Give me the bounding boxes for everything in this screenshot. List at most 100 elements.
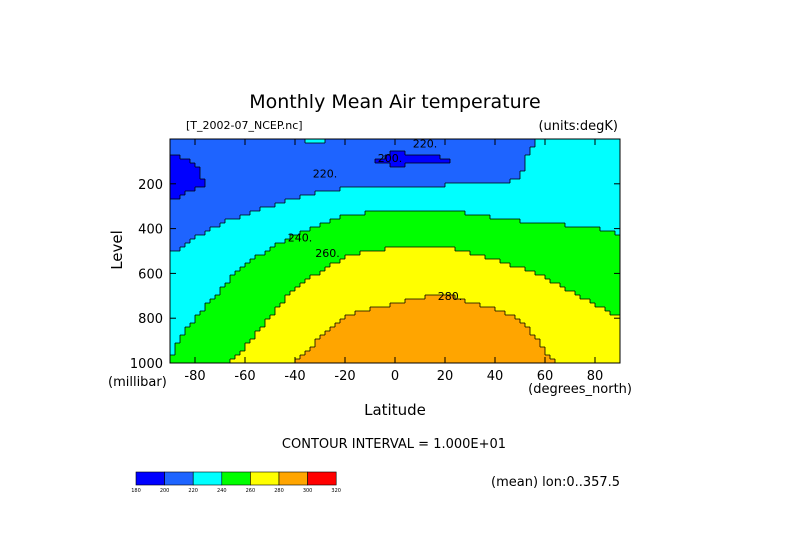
heatmap-cell [255,263,261,268]
heatmap-cell [250,303,256,308]
heatmap-cell [330,171,336,176]
heatmap-cell [560,227,566,232]
heatmap-cell [330,211,336,216]
heatmap-cell [265,291,271,296]
heatmap-cell [490,203,496,208]
heatmap-cell [540,167,546,172]
heatmap-cell [605,231,611,236]
heatmap-cell [540,151,546,156]
heatmap-cell [420,155,426,160]
heatmap-cell [500,335,506,340]
heatmap-cell [570,271,576,276]
heatmap-cell [395,355,401,360]
heatmap-cell [530,203,536,208]
heatmap-cell [565,231,571,236]
heatmap-cell [515,275,521,280]
heatmap-cell [175,291,181,296]
heatmap-cell [285,335,291,340]
heatmap-cell [425,223,431,228]
heatmap-cell [595,199,601,204]
heatmap-cell [445,259,451,264]
heatmap-cell [325,179,331,184]
heatmap-cell [225,247,231,252]
heatmap-cell [420,231,426,236]
heatmap-cell [235,239,241,244]
heatmap-cell [325,351,331,356]
heatmap-cell [385,235,391,240]
heatmap-cell [280,175,286,180]
heatmap-cell [575,347,581,352]
heatmap-cell [205,199,211,204]
heatmap-cell [590,323,596,328]
heatmap-cell [465,303,471,308]
heatmap-cell [545,243,551,248]
heatmap-cell [415,351,421,356]
heatmap-cell [540,199,546,204]
heatmap-cell [245,307,251,312]
heatmap-cell [460,287,466,292]
heatmap-cell [585,179,591,184]
heatmap-cell [615,139,620,144]
heatmap-cell [375,303,381,308]
heatmap-cell [520,187,526,192]
heatmap-cell [425,299,431,304]
heatmap-cell [255,159,261,164]
heatmap-cell [375,327,381,332]
heatmap-cell [370,319,376,324]
heatmap-cell [175,323,181,328]
heatmap-cell [255,219,261,224]
heatmap-cell [305,259,311,264]
heatmap-cell [440,151,446,156]
heatmap-cell [330,155,336,160]
heatmap-cell [560,211,566,216]
heatmap-cell [600,199,606,204]
heatmap-cell [410,311,416,316]
heatmap-cell [265,307,271,312]
heatmap-cell [295,235,301,240]
heatmap-cell [355,175,361,180]
heatmap-cell [495,355,501,360]
heatmap-cell [445,283,451,288]
heatmap-cell [380,255,386,260]
heatmap-cell [360,155,366,160]
heatmap-cell [425,227,431,232]
heatmap-cell [250,179,256,184]
heatmap-cell [455,203,461,208]
heatmap-cell [610,215,616,220]
heatmap-cell [185,299,191,304]
heatmap-cell [320,291,326,296]
heatmap-cell [545,191,551,196]
heatmap-cell [440,211,446,216]
heatmap-cell [450,295,456,300]
heatmap-cell [540,271,546,276]
heatmap-cell [270,147,276,152]
heatmap-cell [225,291,231,296]
heatmap-cell [590,227,596,232]
heatmap-cell [405,247,411,252]
heatmap-cell [340,167,346,172]
heatmap-cell [405,227,411,232]
heatmap-cell [515,199,521,204]
heatmap-cell [385,223,391,228]
heatmap-cell [310,219,316,224]
heatmap-cell [590,175,596,180]
heatmap-cell [585,139,591,144]
heatmap-cell [535,203,541,208]
heatmap-cell [205,147,211,152]
heatmap-cell [385,303,391,308]
heatmap-cell [460,355,466,360]
heatmap-cell [395,311,401,316]
heatmap-cell [305,163,311,168]
heatmap-cell [430,203,436,208]
heatmap-cell [375,351,381,356]
heatmap-cell [520,191,526,196]
heatmap-cell [265,183,271,188]
heatmap-cell [420,307,426,312]
heatmap-cell [415,175,421,180]
heatmap-cell [275,267,281,272]
heatmap-cell [365,267,371,272]
heatmap-cell [605,347,611,352]
heatmap-cell [345,199,351,204]
heatmap-cell [330,319,336,324]
heatmap-cell [315,267,321,272]
